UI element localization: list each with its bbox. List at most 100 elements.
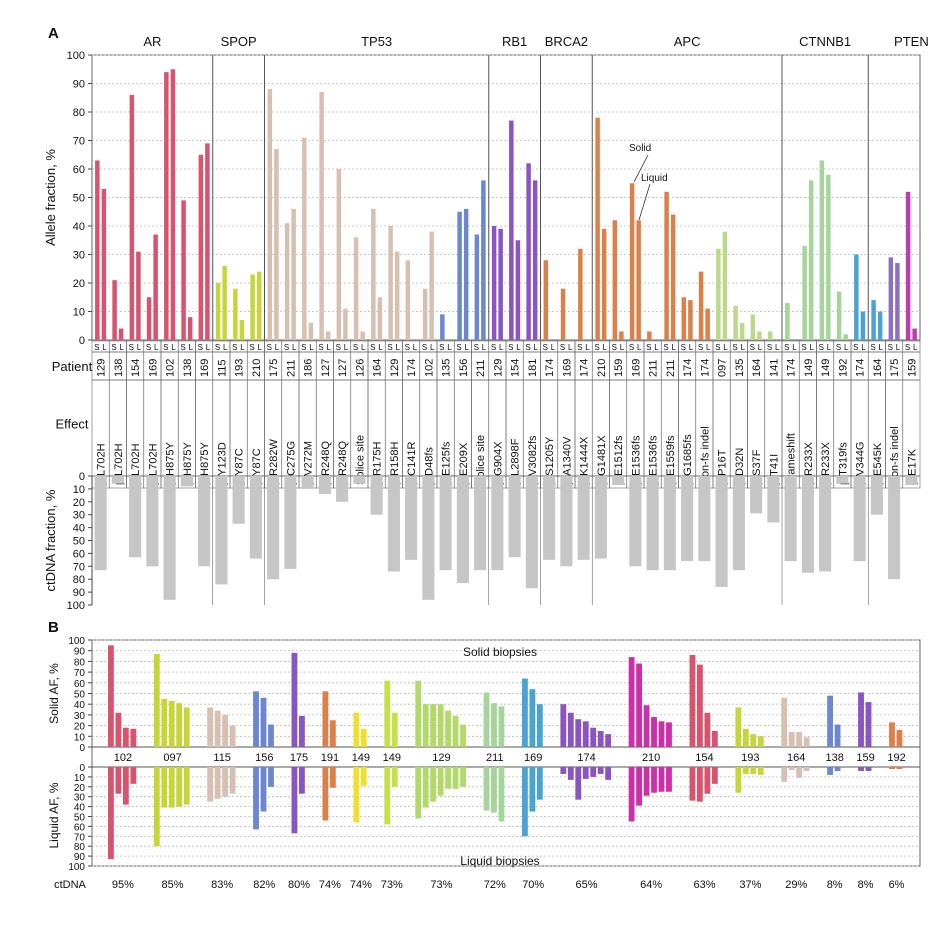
solid-af-bar <box>658 721 665 747</box>
effect-label: p.L702H <box>113 443 125 485</box>
y-tick-label: 50 <box>73 536 85 548</box>
solid-mark-label: S <box>577 343 582 352</box>
solid-mark-label: S <box>732 343 737 352</box>
effect-label: p.L702H <box>130 443 142 485</box>
liquid-af-bar <box>858 767 864 771</box>
liquid-mark-label: L <box>809 343 814 352</box>
liquid-mark-label: L <box>758 343 763 352</box>
liquid-mark-label: L <box>896 343 901 352</box>
liquid-af-bar <box>483 767 490 811</box>
liquid-mark-label: L <box>861 343 866 352</box>
liquid-af-bar <box>757 767 764 775</box>
liquid-bar <box>187 317 193 340</box>
liquid-af-bar <box>889 767 895 769</box>
liquid-bar <box>481 180 486 340</box>
y-tick-label: 20 <box>73 278 85 290</box>
effect-label: p.R248Q <box>320 441 332 485</box>
solid-af-bar <box>460 724 466 747</box>
liquid-af-bar <box>735 767 742 793</box>
effect-label: p.V3082fs <box>527 435 539 485</box>
ctdna-bar <box>491 476 504 571</box>
ctdna-bar <box>353 476 366 484</box>
solid-af-bar <box>529 689 536 747</box>
patient-label: 192 <box>887 752 905 764</box>
solid-bar <box>302 137 307 340</box>
liquid-mark-label: L <box>171 343 176 352</box>
y-tick-label: 20 <box>74 783 86 794</box>
y-axis-label: Allele fraction, % <box>43 149 58 246</box>
patient-label: 193 <box>741 752 759 764</box>
solid-bar <box>681 297 687 340</box>
liquid-bar <box>308 322 314 340</box>
liquid-af-bar <box>605 767 612 780</box>
effect-label: p.D48fs <box>423 447 435 485</box>
solid-af-bar <box>322 691 329 747</box>
gene-label: APC <box>674 34 701 49</box>
liquid-af-bar <box>658 767 665 792</box>
solid-mark-label: S <box>301 343 306 352</box>
y-tick-label: 90 <box>74 852 86 863</box>
liquid-af-bar <box>115 767 122 794</box>
solid-bar <box>164 72 169 340</box>
ctdna-bar <box>819 476 832 572</box>
liquid-af-bar <box>176 767 183 807</box>
effect-label: p.E209X <box>458 442 470 485</box>
ctdna-bar <box>732 476 745 571</box>
solid-af-bar <box>597 730 604 747</box>
panel-label-a: A <box>48 25 59 42</box>
solid-af-bar <box>384 680 391 747</box>
y-tick-label: 20 <box>74 722 86 733</box>
liquid-mark-label: L <box>344 343 349 352</box>
solid-af-bar <box>750 734 757 747</box>
liquid-af-bar <box>529 767 536 812</box>
liquid-mark-label: L <box>223 343 228 352</box>
effect-label: p.E1536fs <box>648 435 660 485</box>
ctdna-bar <box>232 476 245 524</box>
solid-mark-label: S <box>129 343 134 352</box>
effect-label: p.S1205Y <box>544 436 556 485</box>
patient-label: 174 <box>579 359 591 377</box>
liquid-bar <box>394 251 400 340</box>
patient-label: 181 <box>527 359 539 377</box>
liquid-bar <box>498 228 503 340</box>
liquid-af-bar <box>742 767 749 774</box>
y-tick-label: 40 <box>73 523 85 535</box>
y-tick-label: 80 <box>73 107 85 119</box>
gene-label: SPOP <box>221 34 257 49</box>
solid-af-bar <box>796 732 803 747</box>
solid-af-bar <box>115 712 122 747</box>
solid-af-bar <box>329 720 336 747</box>
ctdna-bar <box>163 476 176 600</box>
solid-mark-label: S <box>508 343 513 352</box>
patient-label: 149 <box>383 752 401 764</box>
liquid-mark-label: L <box>844 343 849 352</box>
ctdna-bar <box>508 476 521 558</box>
ctdna-label: 29% <box>785 879 807 891</box>
solid-af-bar <box>291 652 298 747</box>
solid-bar <box>509 120 514 340</box>
patient-label: 174 <box>577 752 595 764</box>
ctdna-bar <box>543 476 556 560</box>
liquid-mark-label: L <box>878 343 883 352</box>
panel-b-solid-liquid-chart: 0010102020303040405050606070708080909010… <box>47 636 921 891</box>
liquid-af-bar <box>781 767 788 782</box>
patient-label: 192 <box>837 359 849 377</box>
patient-label: 210 <box>596 359 608 377</box>
y-axis-label: ctDNA fraction, % <box>43 489 58 591</box>
solid-bar <box>733 305 738 340</box>
effect-label: Frameshift <box>786 433 798 485</box>
y-tick-label: 20 <box>73 497 85 509</box>
solid-af-bar <box>268 724 274 747</box>
liquid-mark-label: L <box>240 343 245 352</box>
patient-row-label: Patient <box>52 359 93 374</box>
solid-bar <box>664 191 669 340</box>
liquid-mark-label: L <box>188 343 193 352</box>
solid-mark-label: S <box>456 343 461 352</box>
annotation-solid: Solid <box>629 143 651 154</box>
liquid-bar <box>877 311 883 340</box>
solid-mark-label: S <box>336 343 341 352</box>
solid-bar <box>595 117 600 340</box>
effect-label: p.L2898F <box>510 438 522 485</box>
liquid-bar <box>895 263 900 340</box>
solid-af-bar <box>628 657 635 747</box>
